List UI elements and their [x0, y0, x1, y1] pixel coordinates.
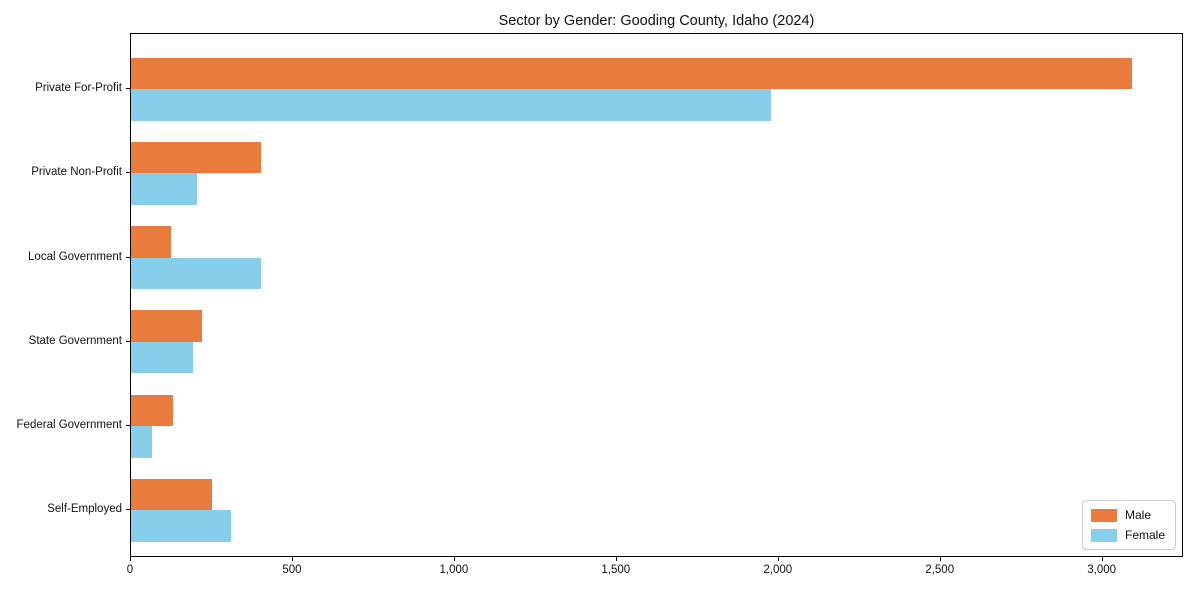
bar-male-local-government [131, 226, 172, 258]
bar-female-state-government [131, 341, 193, 374]
bar-male-self-employed [131, 478, 212, 511]
ytick-mark [126, 340, 130, 342]
legend-item-female: Female [1090, 528, 1165, 542]
ytick-label-private-for-profit: Private For-Profit [35, 82, 122, 94]
ytick-label-federal-government: Federal Government [16, 419, 122, 431]
legend-item-male: Male [1090, 508, 1165, 522]
ytick-mark [126, 88, 130, 89]
xtick-label-3-000: 3,000 [1087, 564, 1117, 576]
xtick-mark [453, 557, 455, 561]
ytick-label-private-non-profit: Private Non-Profit [31, 166, 122, 179]
legend-label-female: Female [1124, 528, 1165, 542]
ytick-mark [126, 256, 130, 258]
xtick-mark [777, 557, 779, 561]
bar-female-self-employed [131, 510, 232, 542]
chart-title: Sector by Gender: Gooding County, Idaho … [498, 13, 815, 29]
bar-female-private-non-profit [131, 173, 198, 205]
ytick-label-state-government: State Government [28, 334, 122, 347]
xtick-mark [130, 557, 131, 561]
legend-label-male: Male [1124, 508, 1151, 522]
bar-male-private-for-profit [131, 57, 1132, 89]
xtick-mark [1101, 557, 1103, 561]
plot-area: Male Female [130, 33, 1183, 557]
xtick-mark [291, 557, 293, 561]
xtick-label-1-000: 1,000 [439, 564, 469, 576]
xtick-label-0: 0 [126, 564, 134, 576]
xtick-label-2-500: 2,500 [925, 564, 955, 576]
legend: Male Female [1081, 500, 1176, 550]
ytick-label-local-government: Local Government [28, 250, 122, 263]
ytick-mark [126, 425, 130, 426]
bar-male-private-non-profit [131, 141, 261, 174]
ytick-mark [126, 509, 130, 511]
ytick-label-self-employed: Self-Employed [47, 503, 122, 516]
xtick-label-1-500: 1,500 [601, 564, 631, 576]
bar-male-federal-government [131, 394, 174, 426]
bar-female-local-government [131, 257, 261, 289]
bar-female-federal-government [131, 426, 153, 458]
xtick-mark [615, 557, 617, 561]
ytick-mark [126, 172, 130, 174]
xtick-label-500: 500 [282, 564, 302, 576]
xtick-label-2-000: 2,000 [763, 564, 793, 576]
bar-female-private-for-profit [131, 89, 771, 121]
legend-swatch-female [1090, 528, 1117, 542]
legend-swatch-male [1090, 508, 1117, 522]
bar-male-state-government [131, 310, 203, 342]
xtick-mark [939, 557, 941, 561]
